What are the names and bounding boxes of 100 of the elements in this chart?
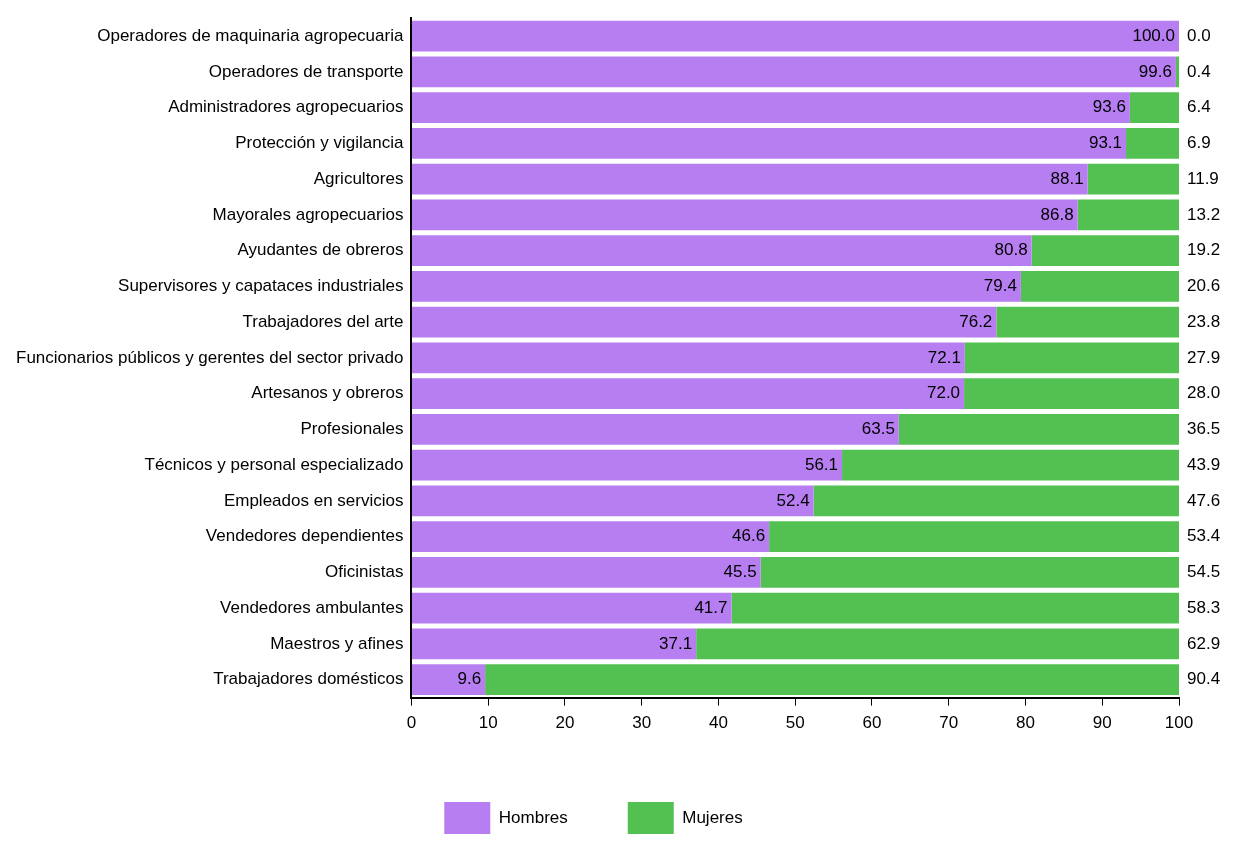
bar [696, 628, 1179, 660]
data-label: 23.8 [1187, 311, 1221, 331]
data-label: 6.9 [1187, 133, 1211, 153]
y-tick-label: Vendedores ambulantes [220, 597, 404, 617]
bar [411, 449, 843, 481]
bar [731, 592, 1179, 624]
bar [411, 342, 965, 374]
y-tick-label: Oficinistas [325, 562, 404, 582]
y-tick-label: Artesanos y obreros [251, 383, 404, 403]
data-label: 9.6 [457, 669, 482, 689]
bar [411, 20, 1179, 52]
bar [411, 628, 697, 660]
bar [411, 592, 732, 624]
bar [411, 521, 770, 553]
data-label: 86.8 [1040, 204, 1074, 224]
data-label: 20.6 [1187, 276, 1221, 296]
y-tick-label: Agricultores [313, 168, 404, 188]
data-label: 53.4 [1187, 526, 1221, 546]
bar [411, 378, 965, 410]
bar [411, 414, 899, 445]
bar [964, 342, 1179, 374]
x-tick-label: 70 [939, 713, 959, 733]
x-tick-label: 20 [555, 713, 575, 733]
bar [1129, 92, 1179, 123]
bar [769, 521, 1179, 553]
legend-label: Hombres [498, 807, 568, 827]
bar [411, 485, 814, 517]
data-label: 80.8 [994, 240, 1028, 260]
bar [1087, 163, 1179, 195]
bar [1175, 56, 1179, 88]
data-label: 99.6 [1138, 61, 1172, 81]
data-label: 54.5 [1187, 562, 1221, 582]
bar [411, 235, 1032, 266]
bar [411, 163, 1088, 195]
x-tick-label: 10 [478, 713, 498, 733]
bar [760, 557, 1179, 588]
y-tick-label: Trabajadores del arte [242, 311, 404, 331]
data-label: 72.1 [927, 347, 961, 367]
data-label: 27.9 [1187, 347, 1221, 367]
x-tick-label: 100 [1164, 713, 1194, 733]
bar [411, 271, 1021, 302]
y-tick-label: Operadores de transporte [208, 61, 404, 81]
data-label: 0.4 [1187, 61, 1211, 81]
bar [411, 127, 1127, 159]
y-tick-label: Mayorales agropecuarios [212, 204, 404, 224]
y-tick-label: Protección y vigilancia [235, 133, 404, 153]
data-label: 93.1 [1088, 133, 1123, 153]
x-tick-label: 50 [785, 713, 805, 733]
x-tick-label: 30 [632, 713, 652, 733]
x-tick-label: 40 [709, 713, 728, 733]
bar [842, 449, 1179, 481]
data-label: 37.1 [659, 633, 693, 653]
data-label: 47.6 [1187, 490, 1221, 510]
data-label: 45.5 [723, 562, 757, 582]
data-label: 58.3 [1187, 597, 1221, 617]
data-label: 63.5 [861, 419, 895, 439]
data-label: 93.6 [1092, 97, 1126, 117]
data-label: 88.1 [1050, 168, 1084, 188]
bar [485, 664, 1179, 696]
data-label: 43.9 [1187, 454, 1221, 474]
x-tick-label: 0 [406, 713, 417, 733]
y-tick-label: Trabajadores domésticos [213, 669, 404, 689]
y-tick-label: Profesionales [300, 419, 404, 439]
y-tick-label: Vendedores dependientes [205, 526, 404, 546]
y-tick-label: Funcionarios públicos y gerentes del sector privado [15, 347, 404, 367]
bar [411, 557, 761, 588]
data-label: 62.9 [1187, 633, 1221, 653]
bar [964, 378, 1179, 410]
y-tick-label: Operadores de maquinaria agropecuaria [97, 25, 404, 45]
data-label: 56.1 [804, 454, 839, 474]
data-label: 36.5 [1187, 419, 1221, 439]
y-tick-label: Técnicos y personal especializado [144, 454, 404, 474]
data-label: 72.0 [926, 383, 961, 403]
bar [1031, 235, 1179, 266]
y-tick-label: Supervisores y capataces industriales [118, 276, 404, 296]
bar [813, 485, 1179, 517]
data-label: 11.9 [1187, 168, 1219, 188]
bar [411, 92, 1130, 123]
x-tick-label: 90 [1092, 713, 1112, 733]
bar [1077, 199, 1179, 231]
data-label: 13.2 [1187, 204, 1221, 224]
legend-label: Mujeres [682, 807, 743, 827]
y-tick-label: Ayudantes de obreros [237, 240, 404, 260]
data-label: 90.4 [1187, 669, 1221, 689]
data-label: 46.6 [732, 526, 766, 546]
data-label: 100.0 [1132, 25, 1175, 45]
y-tick-label: Maestros y afines [270, 633, 404, 653]
bar [411, 664, 486, 696]
bar [411, 56, 1176, 88]
bar [996, 306, 1179, 338]
y-tick-label: Administradores agropecuarios [168, 97, 404, 117]
bar [411, 306, 997, 338]
data-label: 28.0 [1187, 383, 1221, 403]
y-tick-label: Empleados en servicios [223, 490, 404, 510]
data-label: 41.7 [694, 597, 728, 617]
data-label: 6.4 [1187, 97, 1211, 117]
bar [1020, 271, 1179, 302]
data-label: 79.4 [983, 276, 1017, 296]
data-label: 52.4 [776, 490, 810, 510]
bar [411, 199, 1078, 231]
